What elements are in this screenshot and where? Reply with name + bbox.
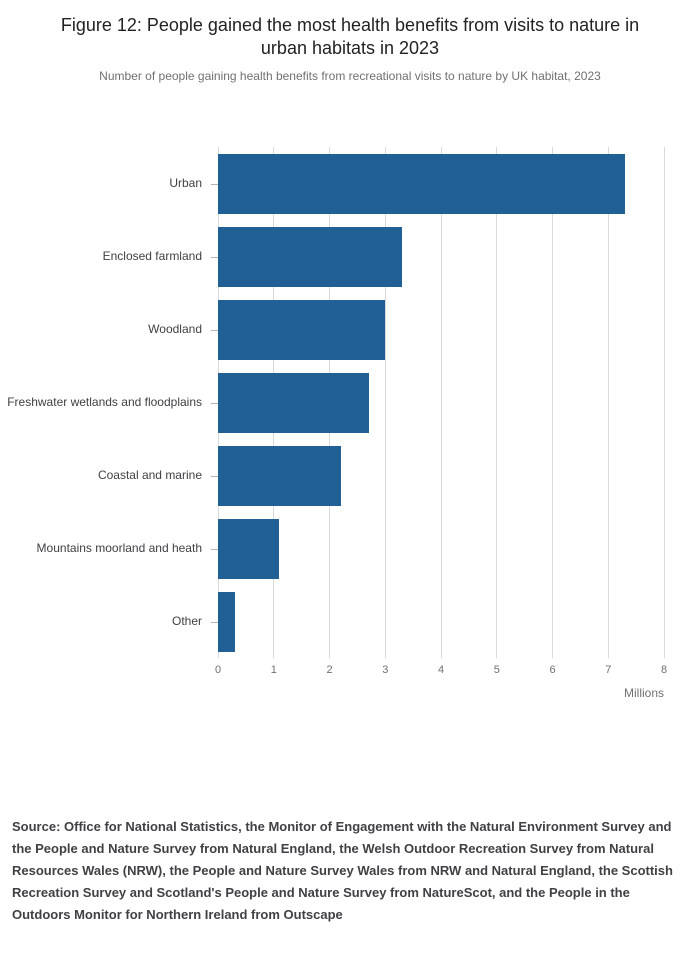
bar: [218, 153, 625, 214]
gridline: [552, 147, 553, 658]
x-tick-label: 8: [660, 664, 668, 676]
x-axis: 0 1 2 3 4 5 6 7 8: [0, 664, 700, 679]
category-label: Urban: [169, 176, 202, 190]
gridline: [663, 147, 665, 658]
chart-row: Enclosed farmland: [0, 220, 700, 293]
x-tick-label: 2: [326, 664, 333, 676]
bar: [218, 591, 235, 652]
source-note: Source: Office for National Statistics, …: [12, 819, 673, 923]
chart-row: Freshwater wetlands and floodplains: [0, 366, 700, 439]
gridline: [496, 147, 498, 658]
plot-area: Urban Enclosed farmland Woodland Freshwater…: [0, 147, 700, 658]
category-label: Mountains moorland and heath: [36, 541, 202, 555]
page: Figure 12: People gained the most health…: [0, 14, 700, 926]
y-axis-tick: [211, 548, 218, 550]
category-label: Freshwater wetlands and floodplains: [7, 395, 202, 409]
chart-row: Urban: [0, 147, 700, 220]
chart-title: Figure 12: People gained the most health…: [60, 15, 640, 58]
x-tick-label: 7: [605, 664, 612, 676]
bar-track: [211, 518, 664, 579]
chart-row: Mountains moorland and heath: [0, 512, 700, 585]
bar: [218, 226, 402, 287]
y-axis-tick: [211, 475, 218, 477]
chart-row: Woodland: [0, 293, 700, 366]
gridline: [607, 147, 609, 658]
category-label: Coastal and marine: [97, 468, 202, 482]
bar-track: [211, 299, 664, 360]
chart-row: Other: [0, 585, 700, 658]
y-axis-tick: [211, 329, 218, 331]
bar-track: [211, 153, 664, 214]
bar-track: [211, 591, 664, 652]
x-tick-label: 0: [214, 664, 222, 676]
category-label: Enclosed farmland: [102, 249, 202, 263]
category-label: Other: [171, 614, 202, 628]
bar: [218, 299, 386, 360]
gridline: [440, 147, 442, 658]
category-label: Woodland: [148, 322, 202, 336]
x-axis-unit-label: Millions: [623, 686, 664, 700]
x-tick-label: 4: [437, 664, 445, 676]
x-tick-label: 1: [270, 664, 277, 676]
y-axis-tick: [211, 256, 218, 258]
chart-row: Coastal and marine: [0, 439, 700, 512]
bar-track: [211, 445, 664, 506]
y-axis-tick: [211, 183, 218, 185]
bar-track: [211, 226, 664, 287]
gridline: [384, 147, 386, 658]
bar: [218, 518, 280, 579]
bar-chart: Urban Enclosed farmland Woodland Freshwater…: [0, 147, 700, 658]
x-tick-label: 3: [382, 664, 389, 676]
y-axis-tick: [211, 621, 218, 623]
x-tick-label: 5: [493, 664, 500, 676]
bar-track: [211, 372, 664, 433]
bar: [218, 372, 369, 433]
y-axis-tick: [211, 402, 218, 404]
bar: [218, 445, 341, 506]
x-tick-label: 6: [549, 664, 556, 676]
chart-subtitle: Number of people gaining health benefits…: [99, 69, 601, 83]
